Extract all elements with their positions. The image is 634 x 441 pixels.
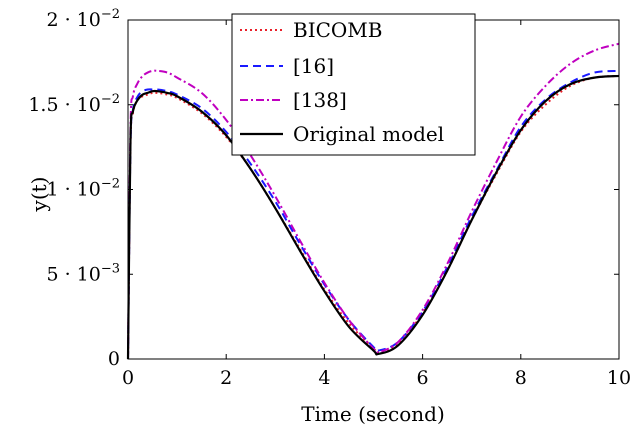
x-tick-label-4: 8 <box>515 367 527 389</box>
y-tick-label-1: 5 · 10−3 <box>46 261 120 285</box>
y-axis-label: y(t) <box>27 177 51 213</box>
series-line-138 <box>127 42 620 360</box>
legend-label-bicomb: BICOMB <box>293 18 382 42</box>
series-line-bicomb <box>127 74 620 360</box>
y-tick-label-4: 2 · 10−2 <box>46 7 120 31</box>
x-tick-label-5: 10 <box>607 367 631 389</box>
legend: BICOMB [16] [138] Original model <box>231 13 476 156</box>
x-axis-label: Time (second) <box>301 402 445 426</box>
x-tick-label-0: 0 <box>122 367 134 389</box>
y-tick-label-2: 1 · 10−2 <box>46 177 120 201</box>
legend-label-138: [138] <box>293 88 347 112</box>
y-tick-label-0: 0 <box>108 348 120 370</box>
x-tick-label-2: 4 <box>318 367 330 389</box>
x-tick-label-3: 6 <box>417 367 429 389</box>
legend-label-original-model: Original model <box>293 122 444 146</box>
legend-label-16: [16] <box>293 54 334 78</box>
x-tick-label-1: 2 <box>220 367 232 389</box>
tick-layer: 0 2 4 6 8 10 0 5 · 10−3 1 · 10−2 1.5 · 10−2 2 · 10… <box>28 7 631 389</box>
series-layer <box>126 42 620 360</box>
y-tick-label-3: 1.5 · 10−2 <box>28 92 120 116</box>
legend-box <box>231 13 476 156</box>
series-line-original-model <box>126 74 620 360</box>
